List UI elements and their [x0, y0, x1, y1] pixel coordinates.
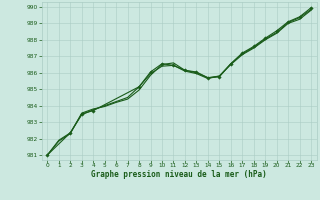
X-axis label: Graphe pression niveau de la mer (hPa): Graphe pression niveau de la mer (hPa): [91, 170, 267, 179]
